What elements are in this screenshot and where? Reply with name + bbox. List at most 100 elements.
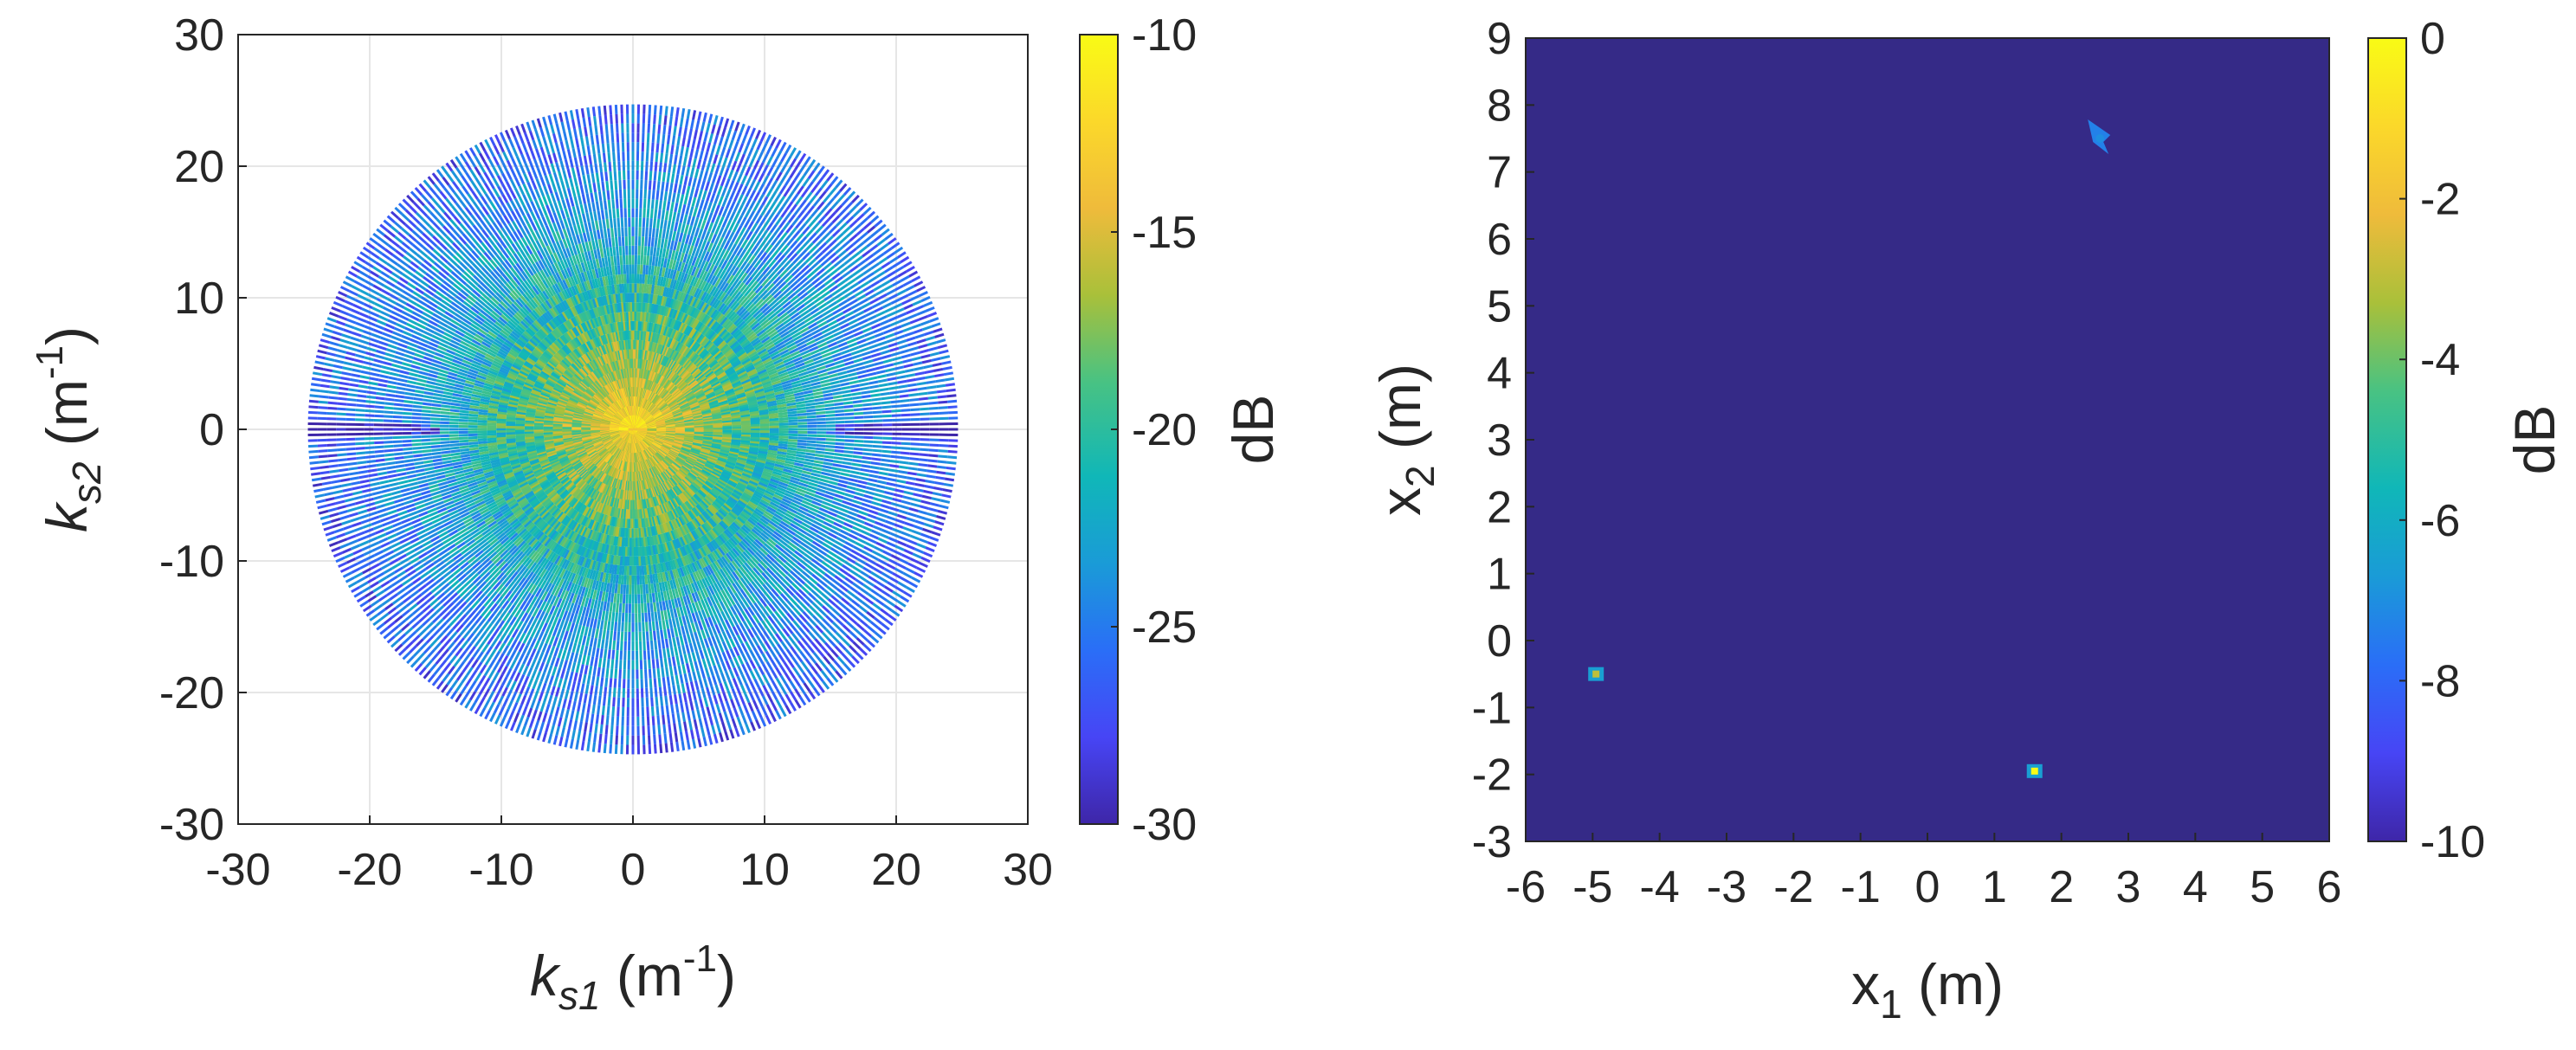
kspace-sample (507, 478, 517, 485)
kspace-sample (796, 406, 807, 411)
kspace-sample (886, 311, 896, 318)
kspace-sample (403, 495, 413, 501)
kspace-sample (332, 522, 343, 529)
kspace-sample (375, 504, 386, 510)
kspace-sample (841, 390, 852, 394)
kspace-sample (854, 362, 865, 367)
kspace-sample (356, 505, 366, 510)
kspace-sample (402, 443, 412, 448)
kspace-sample (515, 437, 526, 441)
kspace-sample (399, 484, 410, 489)
kspace-sample (759, 414, 770, 418)
kspace-sample (355, 531, 365, 538)
kspace-sample (788, 416, 798, 420)
kspace-sample (432, 458, 442, 463)
kspace-sample (533, 432, 544, 436)
kspace-sample (768, 409, 778, 415)
kspace-sample (324, 492, 334, 497)
kspace-sample (942, 365, 952, 370)
kspace-sample (378, 537, 389, 544)
kspace-sample (450, 452, 461, 457)
kspace-sample (318, 454, 328, 459)
kspace-sample (797, 368, 808, 374)
kspace-sample (749, 410, 759, 415)
kspace-sample (429, 486, 440, 493)
kspace-sample (489, 454, 500, 459)
kspace-sample (401, 492, 412, 497)
kspace-sample (353, 526, 364, 532)
kspace-sample (381, 520, 392, 527)
kspace-sample (836, 338, 847, 345)
kspace-sample (387, 473, 397, 479)
kspace-sample (538, 455, 549, 461)
kspace-sample (506, 438, 516, 442)
kspace-sample (375, 458, 385, 462)
kspace-sample (345, 497, 355, 503)
kspace-sample (811, 351, 822, 358)
kspace-sample (754, 388, 765, 394)
kspace-sample (881, 324, 892, 331)
kspace-sample (423, 460, 434, 464)
kspace-sample (485, 475, 496, 481)
kspace-sample (539, 457, 549, 463)
kspace-sample (858, 342, 868, 349)
kspace-sample (810, 349, 820, 356)
kspace-sample (739, 407, 750, 412)
kspace-sample (370, 541, 380, 548)
kspace-sample (786, 405, 797, 409)
kspace-sample (768, 372, 779, 378)
kspace-sample (901, 321, 911, 328)
kspace-sample (846, 368, 856, 374)
kspace-sample (450, 491, 462, 497)
kspace-sample (830, 348, 841, 355)
kspace-sample (498, 452, 509, 457)
kspace-sample (945, 383, 955, 387)
kspace-sample (805, 405, 816, 409)
kspace-sample (507, 480, 518, 486)
kspace-sample (350, 480, 361, 486)
kspace-sample (478, 443, 488, 448)
kspace-sample (533, 468, 544, 475)
kspace-sample (406, 529, 416, 537)
kspace-sample (493, 467, 503, 473)
kspace-sample (769, 417, 779, 422)
kspace-sample (365, 450, 376, 454)
kspace-sample (916, 310, 926, 316)
kspace-sample (895, 334, 906, 340)
kspace-sample (523, 468, 533, 475)
kspace-sample (892, 356, 902, 362)
kspace-sample (477, 481, 487, 487)
kspace-sample (447, 479, 457, 484)
kspace-sample (720, 405, 730, 411)
kspace-sample (391, 517, 401, 524)
kspace-sample (825, 362, 836, 369)
kspace-sample (449, 487, 460, 494)
kspace-sample (763, 385, 773, 391)
kspace-sample (863, 359, 874, 364)
kspace-sample (757, 369, 767, 376)
kspace-sample (527, 454, 539, 459)
kspace-sample (846, 338, 856, 345)
kspace-sample (771, 380, 782, 386)
kspace-sample (933, 327, 943, 333)
kspace-sample (934, 373, 945, 378)
kspace-sample (547, 454, 558, 461)
kspace-sample (848, 376, 859, 381)
kspace-sample (434, 500, 445, 507)
kspace-sample (868, 344, 879, 350)
kspace-sample (825, 410, 836, 415)
kspace-sample (412, 450, 423, 454)
kspace-sample (487, 435, 497, 439)
kspace-sample (719, 402, 729, 408)
kspace-sample (395, 529, 406, 537)
kspace-sample (355, 447, 365, 450)
kspace-sample (785, 399, 796, 404)
kspace-sample (825, 417, 836, 421)
kspace-sample (500, 463, 512, 468)
kspace-sample (496, 435, 507, 438)
kspace-sample (939, 411, 949, 415)
kspace-sample (467, 479, 477, 485)
kspace-sample (338, 510, 348, 515)
kspace-sample (885, 367, 895, 373)
kspace-sample (481, 458, 491, 463)
